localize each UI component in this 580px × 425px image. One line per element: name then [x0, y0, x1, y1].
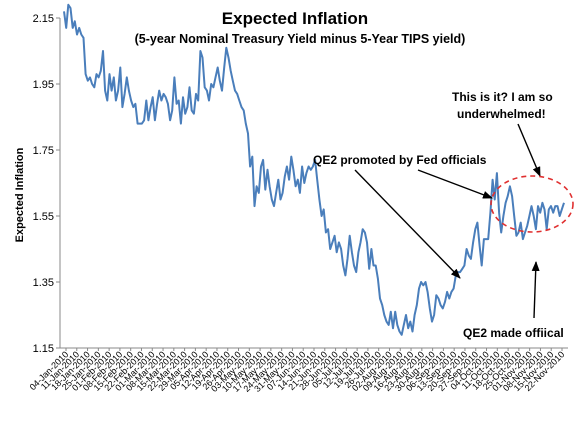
chart-subtitle: (5-year Nominal Treasury Yield minus 5-Y… — [135, 32, 466, 46]
y-axis-label: Expected Inflation — [14, 147, 26, 242]
arrow-underwhelmed — [517, 123, 541, 177]
y-tick-label: 2.15 — [33, 13, 54, 25]
y-tick-label: 1.55 — [33, 211, 54, 223]
series-line — [63, 3, 565, 336]
highlight-ellipse — [490, 175, 574, 233]
x-axis: 04-Jan-201011-Jan-201018-Jan-201025-Jan-… — [28, 347, 568, 394]
chart-title: Expected Inflation — [222, 9, 368, 28]
plot-area — [63, 3, 565, 336]
arrow-qe2-promoted-1 — [354, 169, 461, 279]
arrow-qe2-official — [531, 261, 540, 319]
y-axis: 2.15 1.95 1.75 1.55 1.35 1.15 — [33, 13, 61, 355]
annotations: QE2 promoted by Fed officials This is it… — [313, 90, 574, 340]
y-tick-label: 1.15 — [33, 343, 54, 355]
y-tick-label: 1.35 — [33, 277, 54, 289]
y-tick-label: 1.75 — [33, 145, 54, 157]
arrow-qe2-promoted-2 — [417, 169, 493, 199]
annotation-qe2-promoted: QE2 promoted by Fed officials — [313, 153, 487, 167]
y-tick-label: 1.95 — [33, 79, 54, 91]
annotation-underwhelmed-1: This is it? I am so — [452, 90, 553, 104]
annotation-qe2-official: QE2 made offiical — [463, 326, 564, 340]
annotation-underwhelmed-2: underwhelmed! — [457, 107, 546, 121]
